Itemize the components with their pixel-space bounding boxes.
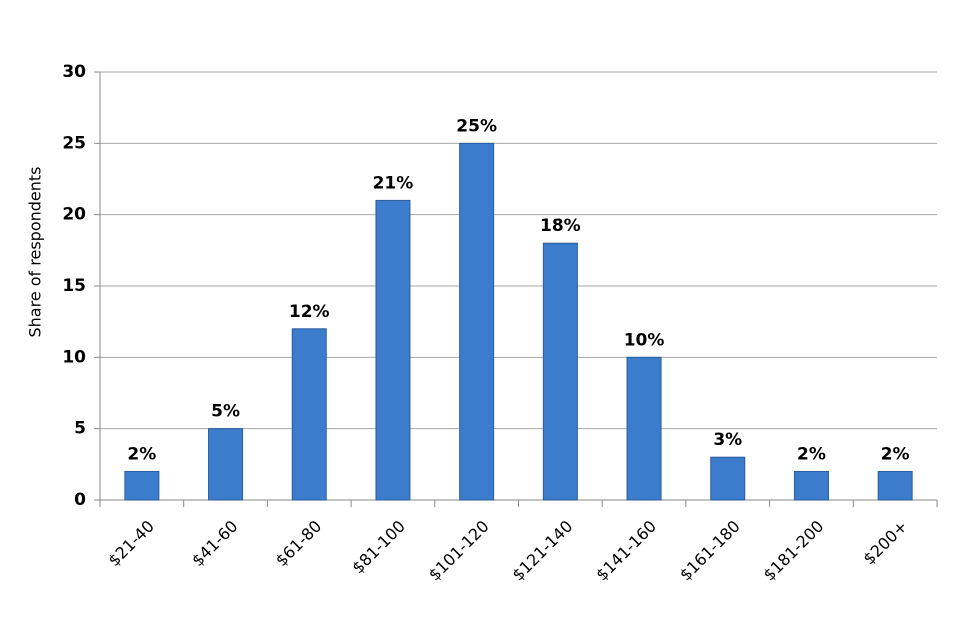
- y-tick-label: 5: [74, 419, 86, 439]
- value-label: 25%: [456, 116, 497, 136]
- y-tick-label: 25: [62, 133, 86, 153]
- value-label: 2%: [881, 444, 910, 464]
- x-tick-label: $101-120: [425, 517, 493, 585]
- x-tick-label: $21-40: [104, 517, 158, 571]
- x-tick-label: $61-80: [272, 517, 326, 571]
- value-label: 21%: [373, 173, 414, 193]
- y-tick-label: 0: [74, 490, 86, 510]
- x-tick-label: $141-160: [592, 517, 660, 585]
- bar: [208, 428, 244, 501]
- x-tick-label: $121-140: [508, 517, 576, 585]
- y-tick-label: 20: [62, 205, 86, 225]
- bar: [459, 142, 495, 501]
- y-tick-label: 15: [62, 276, 86, 296]
- y-axis-title: Share of respondents: [26, 166, 45, 337]
- bar: [375, 199, 411, 501]
- bar: [542, 242, 578, 501]
- value-label: 12%: [289, 302, 330, 322]
- value-label: 2%: [127, 444, 156, 464]
- bar: [626, 356, 662, 501]
- value-label: 2%: [797, 444, 826, 464]
- bar: [710, 456, 746, 501]
- x-tick-label: $161-180: [676, 517, 744, 585]
- bar: [877, 470, 913, 501]
- x-tick-label: $81-100: [348, 517, 409, 578]
- value-label: 3%: [713, 430, 742, 450]
- bar: [291, 328, 327, 501]
- bar: [793, 470, 829, 501]
- value-label: 18%: [540, 216, 581, 236]
- bar: [124, 470, 160, 501]
- x-tick-label: $200+: [859, 517, 911, 569]
- x-tick-label: $181-200: [760, 517, 828, 585]
- y-tick-label: 30: [62, 62, 86, 82]
- y-tick-label: 10: [62, 347, 86, 367]
- value-label: 5%: [211, 402, 240, 422]
- x-tick-label: $41-60: [188, 517, 242, 571]
- value-label: 10%: [624, 330, 665, 350]
